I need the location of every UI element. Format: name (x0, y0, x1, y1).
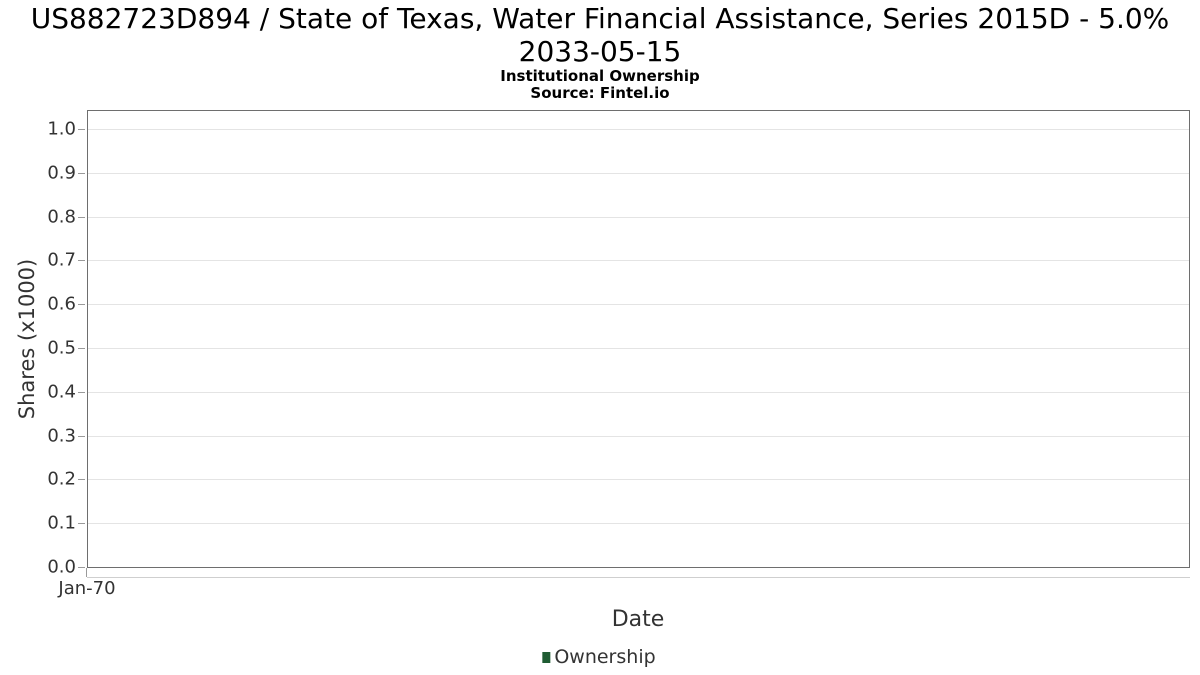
gridline (88, 173, 1189, 174)
gridline (88, 392, 1189, 393)
y-tick-mark (78, 392, 85, 393)
y-tick-label: 0.6 (47, 293, 76, 315)
x-axis-title: Date (611, 607, 665, 632)
y-tick-label: 0.0 (47, 556, 76, 578)
chart-title-line1: US882723D894 / State of Texas, Water Fin… (30, 2, 1170, 35)
gridline (88, 523, 1189, 524)
y-tick-mark (78, 479, 85, 480)
y-tick-mark (78, 173, 85, 174)
y-tick-label: 0.1 (47, 512, 76, 534)
x-tick-label: Jan-70 (58, 578, 116, 599)
gridline (88, 129, 1189, 130)
y-tick-mark (78, 567, 85, 568)
x-tick-mark (86, 568, 87, 577)
y-tick-label: 0.4 (47, 381, 76, 403)
chart-source-credit: Source: Fintel.io (530, 84, 670, 102)
y-tick-mark (78, 523, 85, 524)
y-tick-label: 0.8 (47, 206, 76, 228)
gridline (88, 348, 1189, 349)
gridline (88, 260, 1189, 261)
y-tick-mark (78, 436, 85, 437)
y-tick-mark (78, 348, 85, 349)
y-tick-label: 0.3 (47, 425, 76, 447)
legend: Ownership (542, 646, 656, 668)
y-tick-label: 0.7 (47, 249, 76, 271)
y-tick-label: 0.9 (47, 162, 76, 184)
gridline (88, 304, 1189, 305)
chart-title-line2: 2033-05-15 (518, 35, 682, 68)
y-axis-title: Shares (x1000) (15, 258, 39, 420)
gridline (88, 217, 1189, 218)
y-tick-label: 1.0 (47, 118, 76, 140)
y-tick-label: 0.2 (47, 468, 76, 490)
y-tick-mark (78, 129, 85, 130)
gridline (88, 479, 1189, 480)
legend-label: Ownership (554, 646, 656, 668)
y-tick-mark (78, 304, 85, 305)
plot-area: 0.0 0.1 0.2 0.3 0.4 0.5 0.6 0.7 0.8 0.9 1.0 (47, 110, 1190, 578)
chart-title: US882723D894 / State of Texas, Water Fin… (0, 2, 1200, 68)
gridline (88, 436, 1189, 437)
y-tick-label: 0.5 (47, 337, 76, 359)
y-tick-mark (78, 217, 85, 218)
x-axis-line (87, 577, 1190, 578)
chart-subtitle: Institutional Ownership (500, 67, 700, 85)
legend-marker-icon (542, 652, 551, 663)
y-tick-mark (78, 260, 85, 261)
